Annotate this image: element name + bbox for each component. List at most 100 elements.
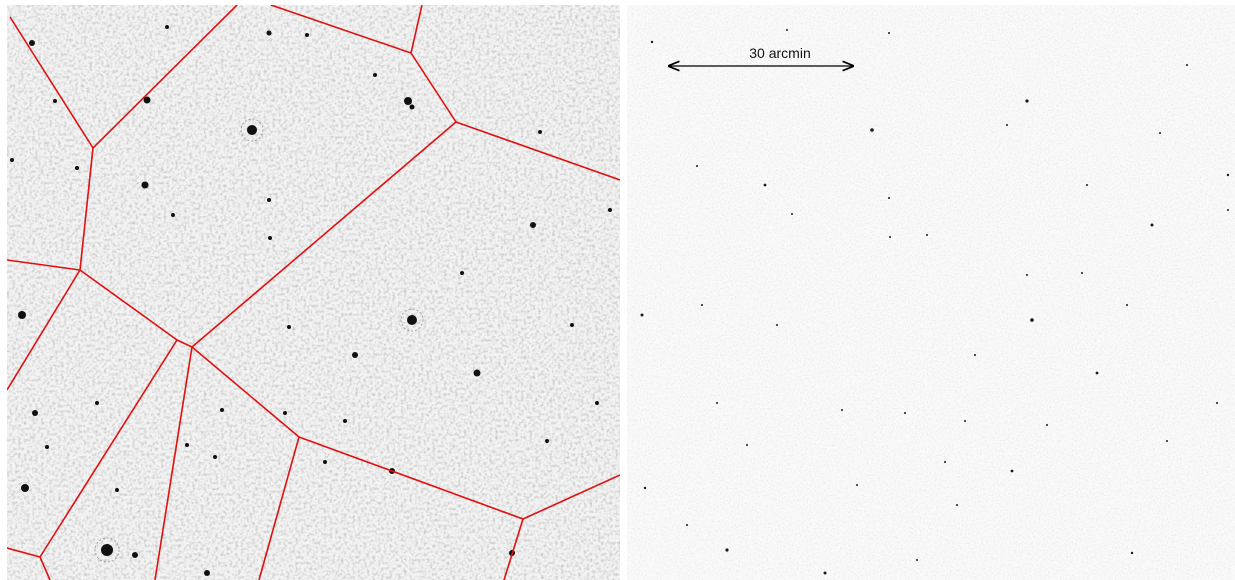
point-source (18, 311, 26, 319)
point-source (101, 544, 113, 556)
point-source (460, 271, 464, 275)
point-source (1166, 440, 1168, 442)
voronoi-edge (176, 339, 193, 348)
point-source (686, 524, 688, 526)
point-source (791, 213, 793, 215)
voronoi-edge (39, 556, 51, 580)
point-source (45, 445, 49, 449)
point-source (889, 236, 891, 238)
voronoi-edges (7, 5, 620, 580)
point-source (95, 401, 99, 405)
voronoi-edge (258, 436, 300, 580)
scale-bar-label: 30 arcmin (749, 45, 811, 61)
point-source (650, 40, 654, 44)
point-source (1226, 173, 1230, 177)
point-source (640, 313, 644, 317)
point-source (220, 408, 224, 412)
voronoi-edge (410, 52, 457, 123)
point-source (352, 352, 358, 358)
point-source (530, 222, 536, 228)
point-source (964, 420, 966, 422)
voronoi-edge (9, 16, 94, 149)
point-source (407, 315, 417, 325)
point-source (1030, 318, 1034, 322)
point-source (75, 166, 79, 170)
voronoi-tessellation-map (7, 5, 620, 580)
point-source (716, 402, 718, 404)
point-source (247, 125, 257, 135)
voronoi-edge (298, 436, 524, 520)
point-source (268, 236, 272, 240)
voronoi-edge (522, 474, 620, 520)
point-source (213, 455, 217, 459)
right-image-panel: 30 arcmin (627, 5, 1235, 580)
point-source (1006, 124, 1008, 126)
point-source (473, 369, 481, 377)
point-source (32, 410, 38, 416)
point-source (53, 99, 57, 103)
right-sources-group (640, 29, 1230, 575)
point-source (373, 73, 377, 77)
point-source (165, 25, 169, 29)
point-source (643, 486, 647, 490)
source-halo (94, 537, 120, 563)
point-source (1095, 371, 1099, 375)
point-source (1010, 469, 1014, 473)
voronoi-edge (503, 518, 524, 580)
voronoi-edge (270, 5, 412, 54)
point-source (1026, 274, 1028, 276)
voronoi-edge (455, 121, 620, 181)
point-source (141, 181, 149, 189)
point-source (287, 325, 291, 329)
voronoi-edge (7, 547, 41, 558)
point-source (115, 488, 119, 492)
voronoi-edge (7, 259, 81, 271)
point-source (746, 444, 748, 446)
point-source (1227, 209, 1229, 211)
point-source (701, 304, 703, 306)
point-source (305, 33, 309, 37)
voronoi-edge (191, 346, 300, 438)
point-source (1086, 184, 1088, 186)
voronoi-edge (79, 269, 178, 341)
voronoi-edge (92, 5, 238, 149)
sky-map (627, 5, 1235, 580)
left-sources-group (10, 25, 612, 576)
point-source (904, 412, 906, 414)
point-source (10, 158, 14, 162)
left-image-panel (7, 5, 620, 580)
point-source (132, 552, 138, 558)
point-source (1130, 551, 1134, 555)
point-source (870, 128, 874, 132)
point-source (1046, 424, 1048, 426)
point-source (343, 419, 347, 423)
point-source (204, 570, 210, 576)
point-source (171, 213, 175, 217)
point-source (185, 443, 189, 447)
point-source (1081, 272, 1083, 274)
point-source (21, 484, 29, 492)
point-source (776, 324, 778, 326)
point-source (916, 559, 918, 561)
point-source (570, 323, 574, 327)
point-source (283, 411, 287, 415)
voronoi-edge (39, 339, 178, 558)
point-source (786, 29, 788, 31)
point-source (1216, 402, 1218, 404)
point-source (856, 484, 858, 486)
left-noise-texture (7, 5, 620, 580)
point-source (1025, 99, 1029, 103)
point-source (725, 548, 729, 552)
voronoi-edge (191, 121, 457, 348)
point-source (323, 460, 327, 464)
point-source (266, 30, 272, 36)
point-source (545, 439, 549, 443)
voronoi-edge (410, 5, 423, 54)
point-source (409, 104, 415, 110)
voronoi-edge (79, 147, 94, 271)
point-source (538, 130, 542, 134)
point-source (823, 571, 827, 575)
source-halo (400, 308, 424, 332)
point-source (888, 32, 890, 34)
point-source (1126, 304, 1128, 306)
